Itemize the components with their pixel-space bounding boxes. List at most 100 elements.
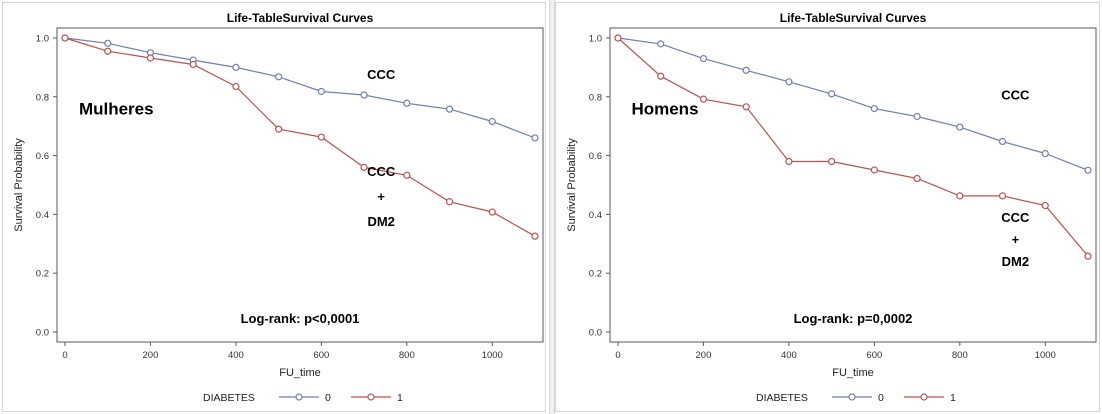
series-1-point: [488, 208, 496, 216]
x-tick-label: 400: [228, 350, 244, 361]
series-0-point: [104, 39, 112, 47]
plot-area: [609, 27, 1097, 343]
x-tick-label: 200: [696, 350, 712, 361]
annotation-text: CCC: [1001, 88, 1030, 103]
series-0-point: [1084, 166, 1092, 174]
series-1-point: [614, 34, 622, 42]
x-tick-label: 800: [399, 350, 415, 361]
legend-label-0: 0: [878, 392, 884, 404]
series-1-point: [445, 198, 454, 206]
series-1-line: [617, 37, 1089, 257]
right-chart-panel: Life-TableSurvival Curves 0.0 0.2 0.4 0.6 0.8…: [553, 0, 1102, 414]
y-tick-label: 0.6: [589, 151, 602, 162]
annotation-text: Homens: [631, 99, 698, 118]
series-1-point: [317, 133, 325, 141]
x-tick-label: 600: [866, 350, 882, 361]
legend-marker-1: [367, 393, 375, 401]
series-0-line: [64, 37, 536, 139]
y-tick-label: 1.0: [589, 34, 602, 45]
series-0-point: [956, 123, 964, 131]
x-tick-label: 200: [143, 350, 159, 361]
series-0-point: [657, 40, 665, 48]
series-0-point: [275, 73, 283, 81]
y-axis-label: Survival Probability: [566, 138, 578, 232]
y-tick-label: 0.8: [36, 92, 49, 103]
series-1-point: [913, 174, 921, 183]
chart-title: Life-TableSurvival Curves: [227, 11, 374, 25]
series-1-point: [275, 125, 283, 133]
annotation-text: Mulheres: [79, 99, 154, 118]
survival-chart-women: Life-TableSurvival Curves 0.0 0.2 0.4 0.6 0.8…: [13, 11, 544, 404]
series-1-point: [956, 192, 964, 200]
series-1-point: [1084, 252, 1092, 260]
series-0-point: [531, 134, 539, 142]
series-1-point: [189, 60, 197, 69]
chart-title: Life-TableSurvival Curves: [780, 11, 927, 25]
annotation-text: CCC: [367, 164, 396, 179]
legend-marker-1: [920, 393, 928, 401]
series-1-point: [870, 166, 878, 174]
series-1-point: [61, 34, 69, 42]
y-tick-label: 1.0: [36, 34, 49, 45]
y-tick-label: 0.8: [589, 92, 602, 103]
annotation-text: Log-rank: p<0,0001: [241, 311, 360, 326]
annotation-text: Log-rank: p=0,0002: [794, 311, 913, 326]
y-tick-label: 0.0: [589, 328, 602, 339]
series-1-point: [998, 192, 1007, 200]
annotation-text: +: [1012, 232, 1020, 247]
plot-area: [56, 27, 544, 343]
series-0-point: [445, 105, 454, 113]
y-tick-label: 0.4: [589, 210, 602, 221]
annotation-text: DM2: [1002, 254, 1029, 269]
legend-title: DIABETES: [756, 392, 808, 404]
series-1-point: [828, 157, 836, 166]
series-0-point: [488, 117, 496, 126]
x-tick-label: 1000: [1035, 350, 1056, 361]
series-0-point: [998, 137, 1007, 146]
series-0-point: [870, 104, 878, 113]
series-0-point: [828, 90, 836, 98]
series-1-line: [64, 37, 536, 237]
series-1-point: [742, 103, 750, 111]
series-1-point: [360, 163, 368, 171]
series-0-point: [360, 91, 368, 99]
x-tick-label: 800: [952, 350, 968, 361]
series-0-point: [742, 66, 750, 74]
series-0-point: [699, 54, 708, 63]
series-0-point: [1041, 149, 1049, 158]
y-tick-label: 0.2: [36, 269, 49, 280]
panel-divider: [549, 0, 555, 414]
series-0-point: [232, 63, 240, 72]
series-0-point: [913, 112, 921, 121]
x-tick-label: 1000: [482, 350, 503, 361]
survival-chart-men: Life-TableSurvival Curves 0.0 0.2 0.4 0.6 0.8…: [566, 11, 1097, 404]
x-tick-label: 600: [313, 350, 329, 361]
x-axis-label: FU_time: [279, 367, 321, 379]
x-tick-label: 0: [62, 350, 67, 361]
annotation-text: CCC: [367, 67, 396, 82]
y-tick-label: 0.0: [36, 328, 49, 339]
legend-label-0: 0: [325, 392, 331, 404]
x-axis-label: FU_time: [832, 367, 874, 379]
series-0-point: [403, 99, 411, 107]
series-1-point: [785, 157, 793, 166]
legend-title: DIABETES: [203, 392, 255, 404]
annotation-text: DM2: [367, 214, 394, 229]
legend-marker-0: [848, 393, 856, 401]
annotation-text: CCC: [1001, 210, 1030, 225]
series-1-point: [699, 95, 708, 103]
series-0-point: [785, 78, 793, 86]
series-1-point: [146, 54, 155, 62]
series-1-point: [232, 82, 240, 91]
series-0-point: [317, 87, 325, 96]
annotation-text: +: [377, 189, 385, 204]
series-1-point: [104, 47, 112, 55]
legend-label-1: 1: [397, 392, 403, 404]
x-tick-label: 400: [781, 350, 797, 361]
legend-marker-0: [295, 393, 303, 401]
y-tick-label: 0.6: [36, 151, 49, 162]
x-tick-label: 0: [615, 350, 620, 361]
legend-label-1: 1: [950, 392, 956, 404]
series-1-point: [403, 171, 411, 179]
y-tick-label: 0.2: [589, 269, 602, 280]
